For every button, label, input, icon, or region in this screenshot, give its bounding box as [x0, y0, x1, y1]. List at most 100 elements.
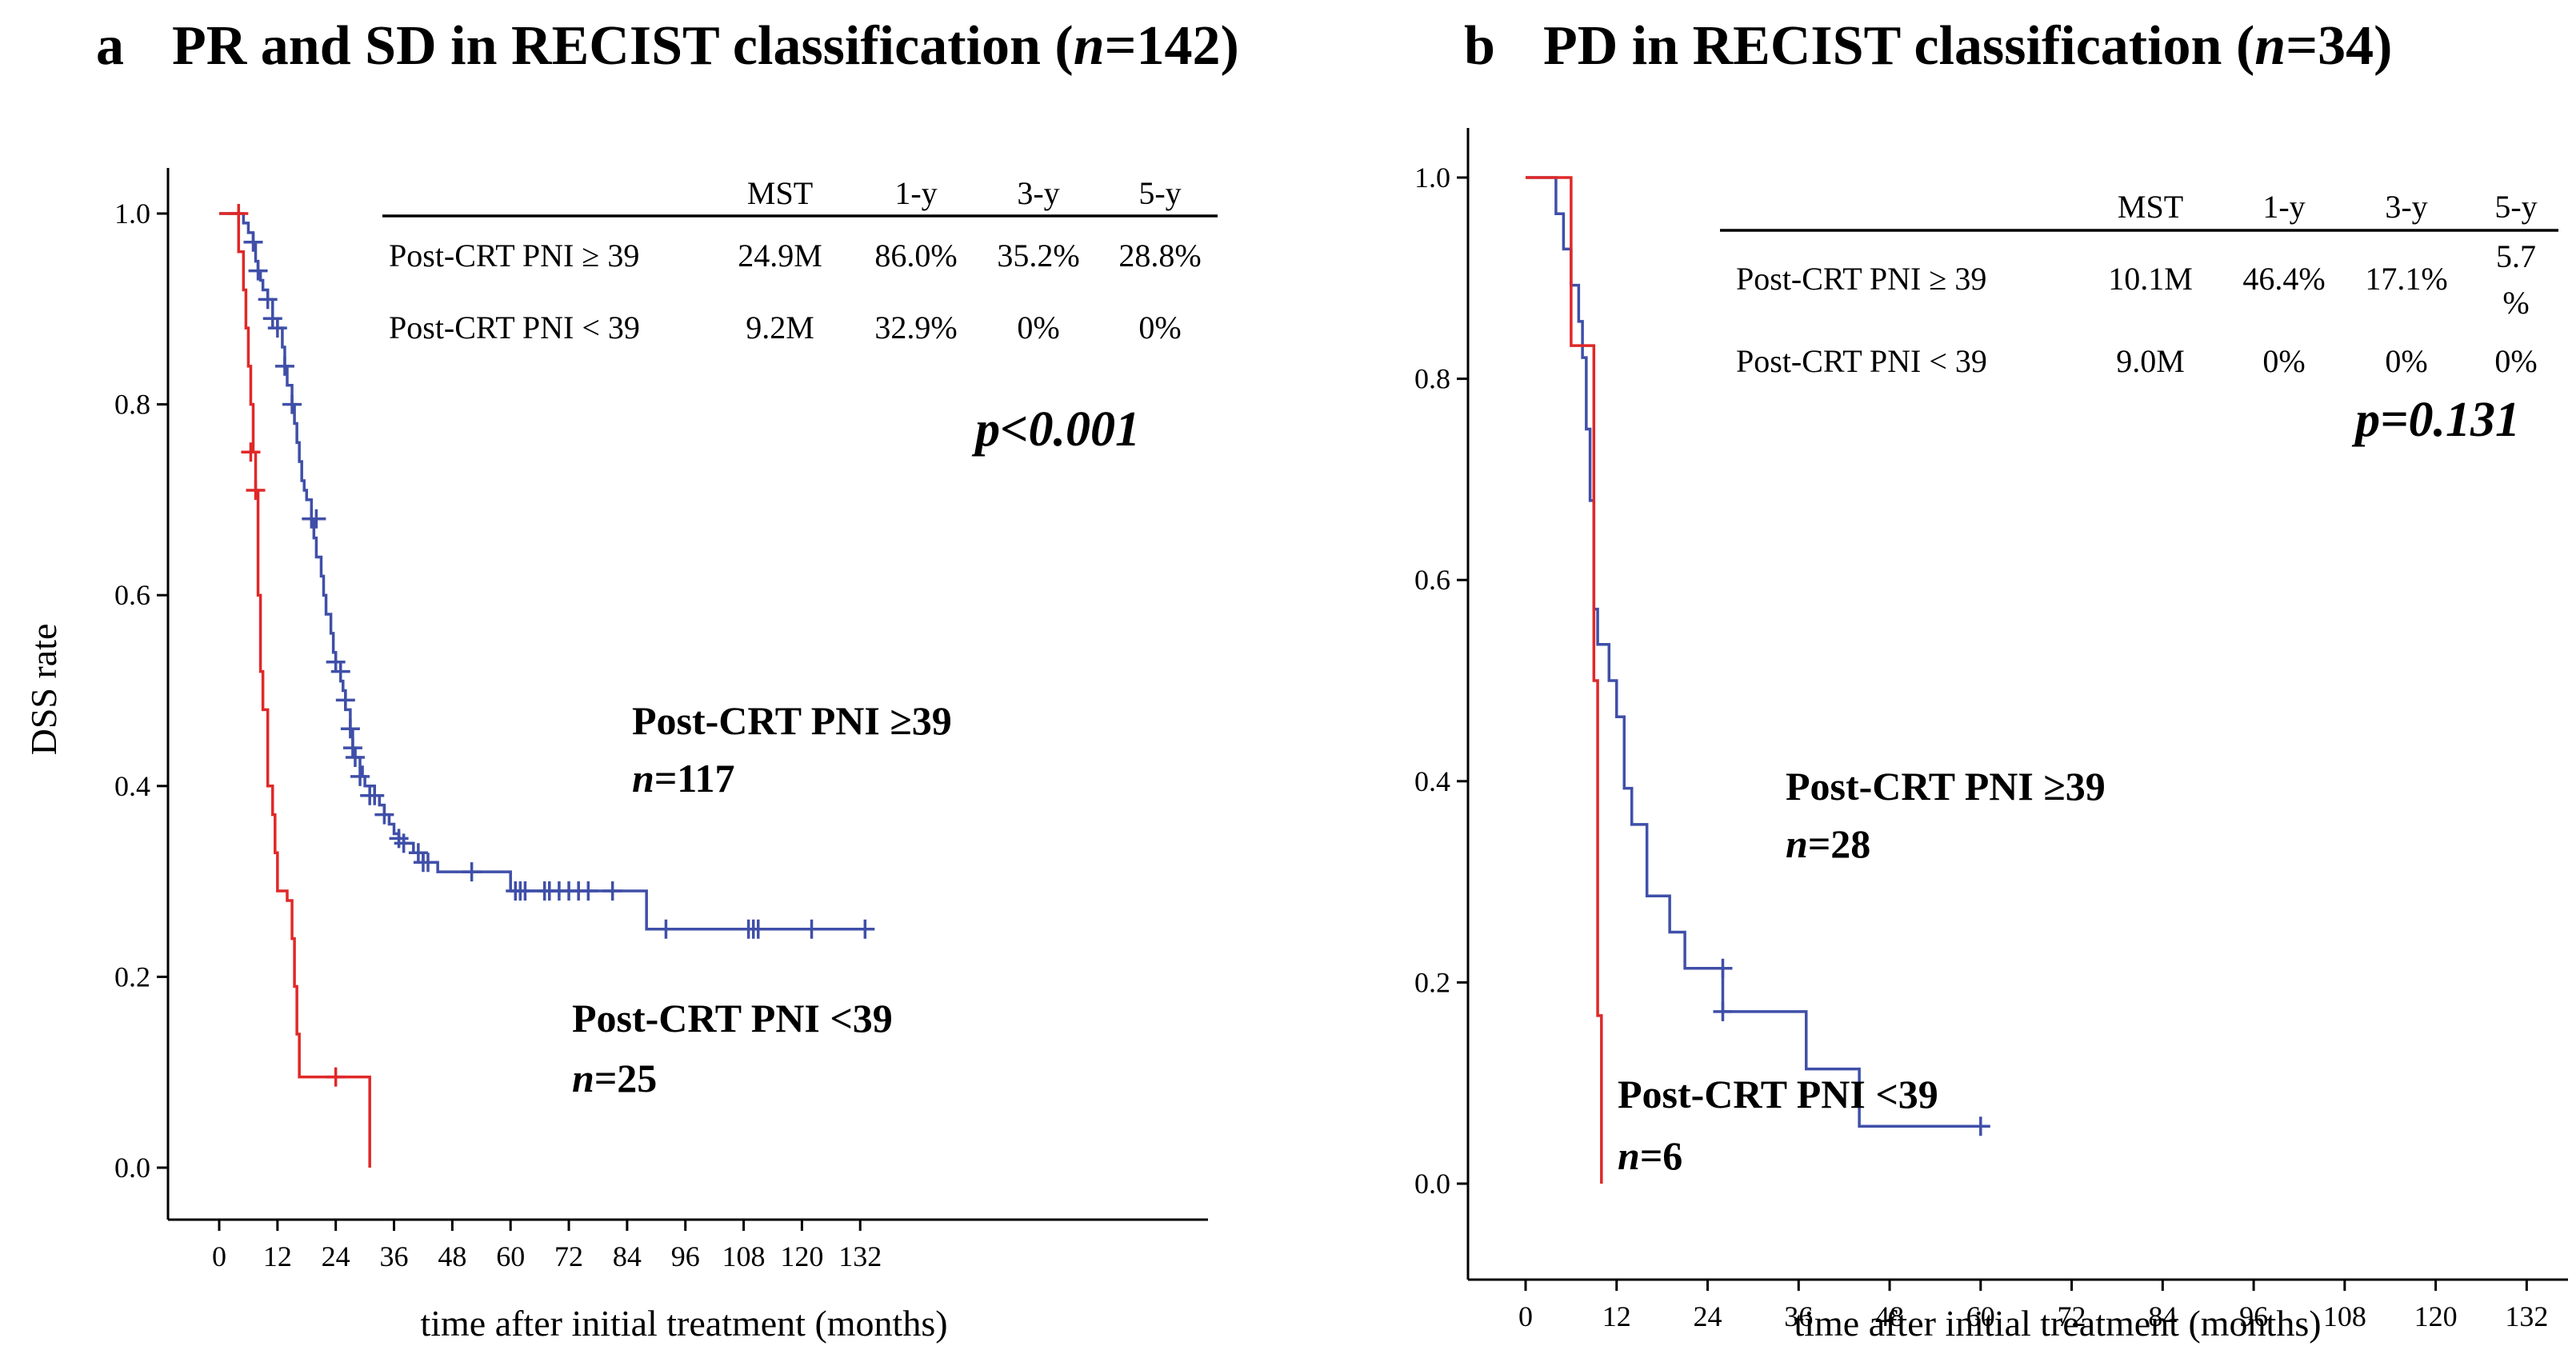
- panel-a-series-n-low: n=25: [572, 1056, 657, 1100]
- panel-a-xtick-label: 36: [380, 1240, 409, 1272]
- panel-a-xtick-label: 0: [212, 1240, 226, 1272]
- panel-b-title: b PD in RECIST classification (n=34): [1464, 14, 2392, 78]
- panel-a-xtick-label: 48: [438, 1240, 466, 1272]
- panel-a-table-cell: 28.8%: [1118, 238, 1201, 274]
- panel-a-censor-mark: [602, 881, 622, 901]
- panel-a-xtick-label: 12: [263, 1240, 292, 1272]
- panel-b-table-header: 5-y: [2494, 189, 2537, 225]
- panel-a-xtick-label: 24: [322, 1240, 350, 1272]
- panel-a-table-cell: 9.2M: [746, 310, 814, 345]
- panel-b-ytick-label: 0.4: [1414, 765, 1450, 797]
- panel-a-table-cell: 86.0%: [874, 238, 957, 274]
- panel-a-title-text: PR and SD in RECIST classification (: [172, 15, 1074, 77]
- panel-b-xtick-label: 72: [2058, 1300, 2086, 1332]
- panel-b-p-value: p=0.131: [2351, 393, 2520, 447]
- panel-a-censor-mark: [365, 785, 385, 805]
- panel-b-xtick-label: 24: [1694, 1300, 1722, 1332]
- panel-b-xtick-label: 36: [1784, 1300, 1813, 1332]
- panel-a-censor-mark: [342, 738, 362, 758]
- panel-a-censor-mark: [802, 919, 822, 939]
- panel-a-p-value: p<0.001: [971, 402, 1140, 457]
- panel-a-xtick-label: 84: [613, 1240, 642, 1272]
- panel-a-y-axis-label: DSS rate: [23, 624, 64, 756]
- panel-b-xtick-label: 120: [2414, 1300, 2458, 1332]
- panel-b-table-cell: 0%: [2262, 343, 2305, 379]
- panel-b-series-label-low: Post-CRT PNI <39: [1618, 1072, 1938, 1116]
- panel-a-title: a PR and SD in RECIST classification (n=1…: [96, 14, 1239, 78]
- panel-b-table-cell: 0%: [2385, 343, 2427, 379]
- panel-a-censor-mark: [374, 805, 394, 825]
- panel-a-censor-mark: [274, 356, 294, 376]
- panel-a-series-low-line: [219, 212, 371, 1168]
- panel-a-censor-mark: [515, 881, 535, 901]
- panel-a-xtick-label: 108: [722, 1240, 766, 1272]
- panel-a-censor-mark: [345, 748, 365, 768]
- panel-a-censor-mark: [326, 1067, 346, 1087]
- panel-b-title-n: n: [2254, 15, 2286, 77]
- panel-a-xtick-label: 132: [838, 1240, 882, 1272]
- panel-b-ytick-label: 0.6: [1414, 564, 1450, 596]
- panel-a-table-cell: 24.9M: [738, 238, 822, 274]
- panel-a-censor-mark: [394, 833, 414, 853]
- panel-b-letter: b: [1464, 15, 1495, 77]
- panel-a-censor-mark: [258, 290, 278, 310]
- panel-a-censor-mark: [748, 919, 768, 939]
- panel-b-censor-mark: [1713, 958, 1733, 978]
- panel-a-ytick-label: 0.6: [114, 579, 150, 611]
- panel-a-table-header: 1-y: [894, 175, 937, 211]
- panel-a-table-header: 5-y: [1138, 175, 1181, 211]
- panel-b-table-header: MST: [2118, 189, 2183, 225]
- panel-b-table-cell: 46.4%: [2242, 261, 2325, 297]
- panel-b-xtick-label: 108: [2323, 1300, 2366, 1332]
- panel-a-table-cell: Post-CRT PNI < 39: [389, 310, 640, 345]
- panel-a-ytick-label: 0.8: [114, 389, 150, 421]
- panel-b-xtick-label: 48: [1875, 1300, 1904, 1332]
- panel-a-censor-mark: [330, 661, 350, 681]
- panel-b-xtick-label: 132: [2505, 1300, 2548, 1332]
- panel-a-table-cell: 0%: [1138, 310, 1181, 345]
- panel-a-letter: a: [96, 15, 124, 77]
- panel-a-title-n-value: =142: [1104, 15, 1221, 77]
- panel-b-title-close: ): [2374, 15, 2393, 77]
- panel-a-censor-mark: [262, 309, 282, 329]
- panel-b-table-cell: 10.1M: [2108, 261, 2193, 297]
- panel-a-series-label-low: Post-CRT PNI <39: [572, 996, 893, 1040]
- panel-b-title-n-value: =34: [2286, 15, 2374, 77]
- panel-a-table-header: 3-y: [1017, 175, 1059, 211]
- panel-a-title-close: ): [1220, 15, 1239, 77]
- panel-a-ytick-label: 0.0: [114, 1152, 150, 1184]
- panel-b-ytick-label: 0.0: [1414, 1168, 1450, 1200]
- panel-b-table-cell: 5.7%: [2496, 238, 2536, 321]
- panel-b-series-n-low: n=6: [1618, 1133, 1682, 1178]
- panel-b-censor-mark: [1970, 1116, 1990, 1136]
- panel-b-table-cell: Post-CRT PNI < 39: [1736, 343, 1987, 379]
- panel-a-table-header: MST: [747, 175, 813, 211]
- panel-b-table-header: 3-y: [2385, 189, 2427, 225]
- panel-a-censor-mark: [656, 919, 676, 939]
- panel-a-censor-mark: [340, 719, 360, 739]
- panel-a-series-label-high: Post-CRT PNI ≥39: [632, 698, 952, 743]
- panel-a-censor-mark: [855, 919, 875, 939]
- panel-a-censor-mark: [418, 853, 438, 873]
- panel-a-xtick-label: 120: [780, 1240, 823, 1272]
- panel-b-table-cell: 9.0M: [2116, 343, 2185, 379]
- panel-a-xtick-label: 60: [496, 1240, 525, 1272]
- panel-a-table-cell: 32.9%: [874, 310, 957, 345]
- panel-b-xtick-label: 12: [1602, 1300, 1631, 1332]
- panel-a-xtick-label: 72: [554, 1240, 583, 1272]
- panel-b-series-n-high: n=28: [1786, 821, 1870, 866]
- panel-b-table-cell: 17.1%: [2365, 261, 2447, 297]
- panel-b-ytick-label: 0.2: [1414, 966, 1450, 998]
- panel-a-censor-mark: [241, 442, 261, 462]
- panel-b-xtick-label: 84: [2148, 1300, 2177, 1332]
- panel-b-censor-mark: [1713, 1001, 1733, 1021]
- panel-b-series-label-high: Post-CRT PNI ≥39: [1786, 764, 2106, 809]
- panel-a-ytick-label: 1.0: [114, 198, 150, 230]
- panel-a-ytick-label: 0.2: [114, 961, 150, 993]
- panel-a-censor-mark: [326, 652, 346, 672]
- panel-b-ytick-label: 0.8: [1414, 363, 1450, 395]
- panel-b-table-cell: 0%: [2494, 343, 2537, 379]
- panel-a-censor-mark: [306, 509, 326, 529]
- panel-a-ytick-label: 0.4: [114, 770, 150, 802]
- panel-a-censor-mark: [282, 394, 302, 414]
